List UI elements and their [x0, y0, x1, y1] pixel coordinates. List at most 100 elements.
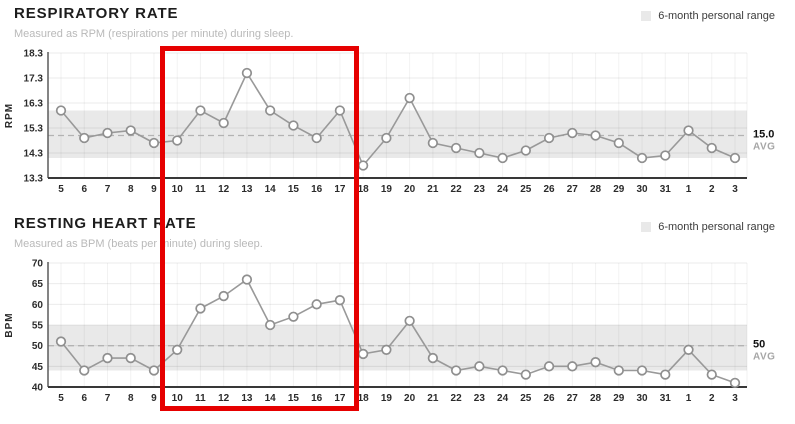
x-tick-label: 26: [544, 393, 556, 404]
data-point: [450, 365, 462, 376]
data-point: [311, 299, 322, 310]
data-point: [427, 352, 439, 364]
x-tick-label: 27: [567, 393, 579, 404]
x-tick-label: 20: [404, 393, 416, 404]
data-point: [543, 361, 555, 372]
data-point: [357, 348, 369, 360]
y-axis-label: BPM: [4, 312, 15, 337]
data-point: [125, 125, 136, 136]
x-tick-label: 5: [58, 184, 64, 195]
x-tick-label: 22: [451, 184, 463, 195]
x-tick-label: 25: [520, 184, 532, 195]
avg-value-label: 15.0: [753, 129, 774, 141]
data-point: [334, 105, 346, 116]
x-tick-label: 21: [427, 184, 439, 195]
x-tick-label: 8: [128, 184, 134, 195]
data-point: [474, 147, 485, 159]
y-tick-label: 17.3: [24, 74, 44, 85]
data-point: [427, 137, 439, 149]
x-tick-label: 18: [358, 393, 370, 404]
x-tick-label: 21: [427, 393, 439, 404]
data-point: [102, 127, 113, 139]
data-point: [241, 274, 253, 285]
data-point: [288, 120, 299, 131]
respiratory-rate-title: RESPIRATORY RATE: [14, 5, 179, 22]
data-point: [195, 303, 206, 314]
x-tick-label: 28: [590, 393, 602, 404]
data-point: [613, 137, 624, 149]
x-tick-label: 7: [105, 184, 111, 195]
data-point: [497, 152, 508, 164]
data-point: [683, 344, 694, 355]
data-point: [55, 336, 67, 347]
data-point: [404, 315, 415, 327]
y-tick-label: 65: [32, 279, 44, 290]
data-point: [102, 352, 113, 364]
x-tick-label: 22: [451, 393, 463, 404]
x-tick-label: 6: [81, 393, 87, 404]
x-tick-label: 1: [686, 393, 692, 404]
y-tick-label: 45: [32, 362, 44, 373]
avg-value-label: 50: [753, 339, 765, 351]
data-point: [288, 311, 299, 322]
respiratory-range-legend: 6-month personal range: [641, 10, 775, 22]
x-tick-label: 28: [590, 184, 602, 195]
data-point: [474, 361, 485, 372]
data-point: [357, 160, 369, 171]
y-tick-label: 40: [32, 383, 44, 394]
resting-heart-rate-title: RESTING HEART RATE: [14, 215, 197, 232]
personal-range-swatch-icon: [641, 222, 652, 232]
x-tick-label: 10: [172, 184, 184, 195]
x-tick-label: 17: [334, 184, 346, 195]
y-tick-label: 50: [32, 341, 44, 352]
x-tick-label: 15: [288, 184, 300, 195]
heart-rate-range-legend: 6-month personal range: [641, 221, 775, 233]
data-point: [381, 132, 392, 144]
data-point: [450, 142, 462, 154]
x-tick-label: 2: [709, 393, 715, 404]
data-point: [148, 365, 160, 376]
y-tick-label: 16.3: [24, 99, 44, 110]
x-tick-label: 9: [151, 184, 157, 195]
x-tick-label: 9: [151, 393, 157, 404]
data-point: [567, 127, 578, 139]
x-tick-label: 8: [128, 393, 134, 404]
x-tick-label: 18: [358, 184, 370, 195]
data-point: [636, 365, 648, 376]
x-tick-label: 2: [709, 184, 715, 195]
data-point: [79, 132, 90, 144]
x-tick-label: 12: [218, 393, 230, 404]
data-point: [543, 132, 555, 144]
y-tick-label: 55: [32, 321, 44, 332]
data-point: [404, 92, 415, 104]
x-tick-label: 25: [520, 393, 532, 404]
x-tick-label: 14: [265, 184, 277, 195]
data-point: [706, 142, 717, 154]
legend-label: 6-month personal range: [658, 10, 775, 22]
x-tick-label: 13: [241, 184, 253, 195]
data-point: [172, 344, 183, 355]
data-point: [520, 145, 531, 156]
data-point: [683, 125, 694, 136]
x-tick-label: 5: [58, 393, 64, 404]
data-point: [636, 152, 648, 164]
data-point: [218, 117, 229, 129]
x-tick-label: 3: [732, 184, 738, 195]
y-tick-label: 13.3: [24, 174, 44, 185]
x-tick-label: 19: [381, 184, 393, 195]
x-tick-label: 26: [544, 184, 556, 195]
x-tick-label: 13: [241, 393, 253, 404]
resting-heart-rate-subtitle: Measured as BPM (beats per minute) durin…: [14, 238, 263, 250]
x-tick-label: 14: [265, 393, 277, 404]
data-point: [172, 135, 183, 146]
respiratory-rate-subtitle: Measured as RPM (respirations per minute…: [14, 28, 294, 40]
data-point: [567, 361, 578, 372]
x-tick-label: 27: [567, 184, 579, 195]
x-tick-label: 15: [288, 393, 300, 404]
y-tick-label: 14.3: [24, 149, 44, 160]
y-tick-label: 60: [32, 300, 44, 311]
data-point: [334, 295, 346, 306]
data-point: [520, 369, 531, 380]
legend-label: 6-month personal range: [658, 221, 775, 233]
